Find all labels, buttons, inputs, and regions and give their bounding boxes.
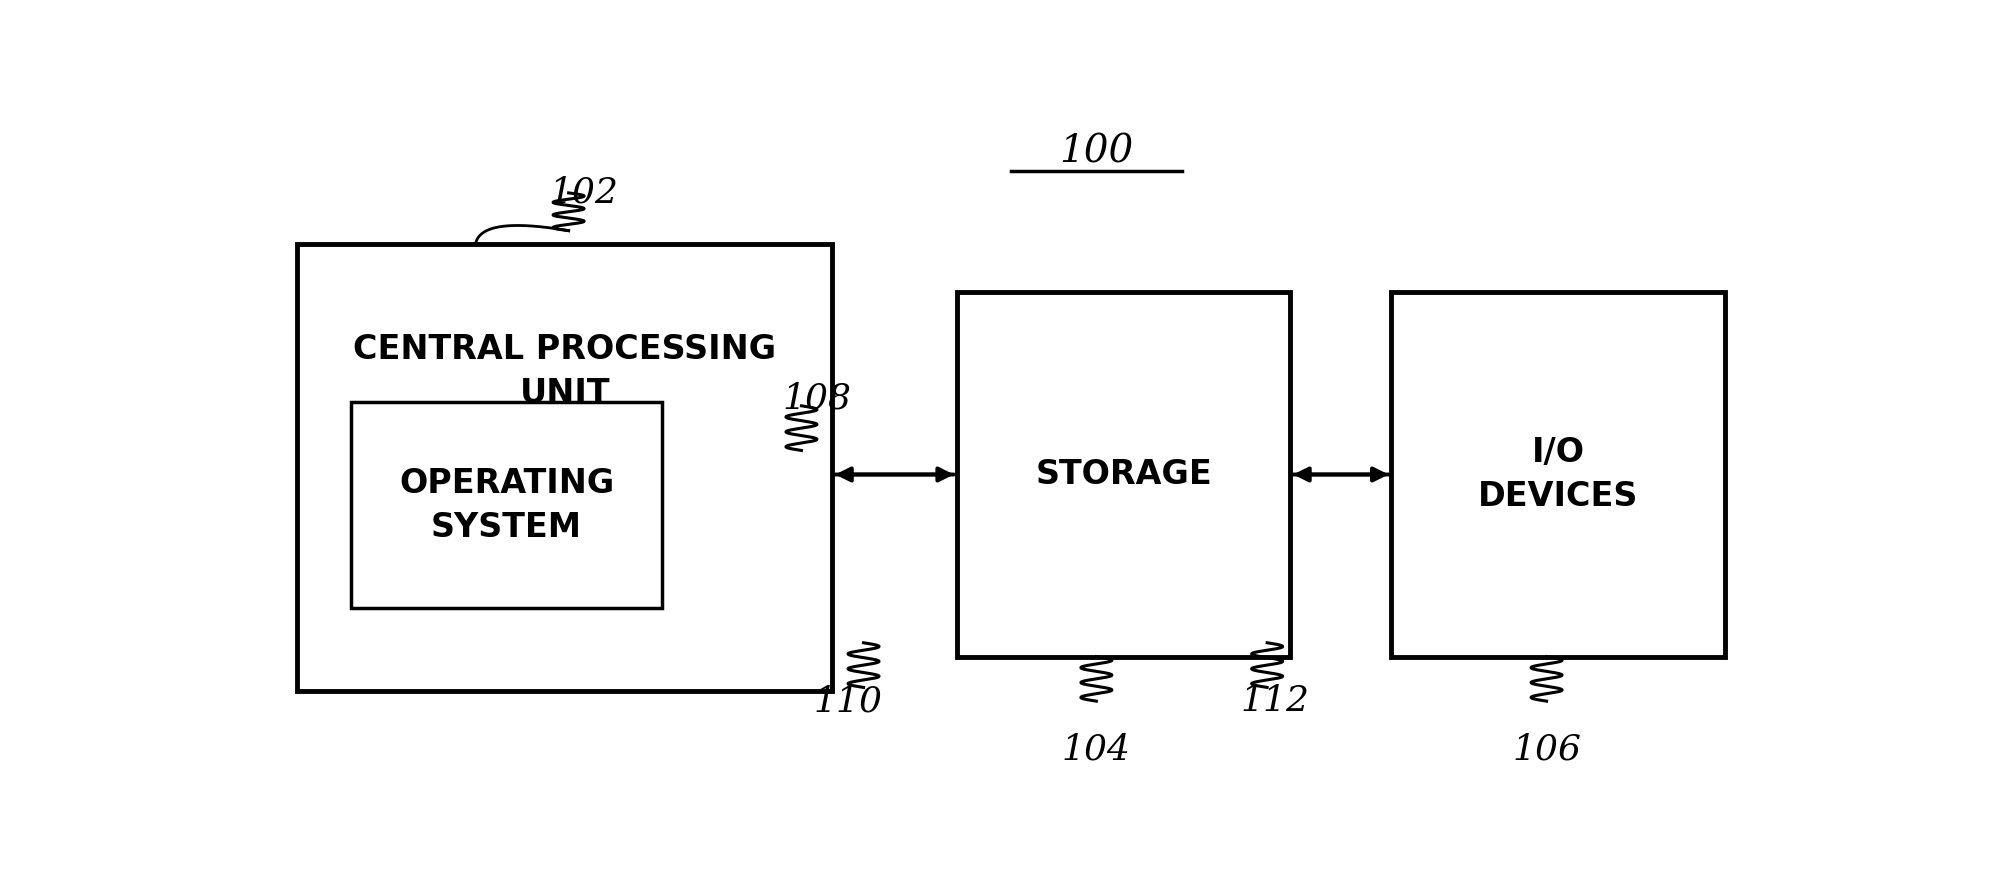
Bar bbox=[957, 293, 1290, 657]
Text: 110: 110 bbox=[813, 684, 883, 718]
Text: 100: 100 bbox=[1060, 133, 1134, 170]
Text: STORAGE: STORAGE bbox=[1036, 458, 1212, 491]
Text: CENTRAL PROCESSING
UNIT: CENTRAL PROCESSING UNIT bbox=[353, 334, 777, 409]
Text: I/O
DEVICES: I/O DEVICES bbox=[1478, 436, 1638, 513]
Text: 112: 112 bbox=[1240, 684, 1310, 718]
Text: 102: 102 bbox=[549, 176, 619, 210]
Text: OPERATING
SYSTEM: OPERATING SYSTEM bbox=[399, 467, 615, 543]
Text: 108: 108 bbox=[783, 382, 851, 416]
Bar bbox=[296, 244, 833, 690]
Text: 106: 106 bbox=[1512, 732, 1580, 766]
Text: 104: 104 bbox=[1062, 732, 1132, 766]
Bar bbox=[351, 402, 661, 608]
Bar bbox=[1392, 293, 1725, 657]
